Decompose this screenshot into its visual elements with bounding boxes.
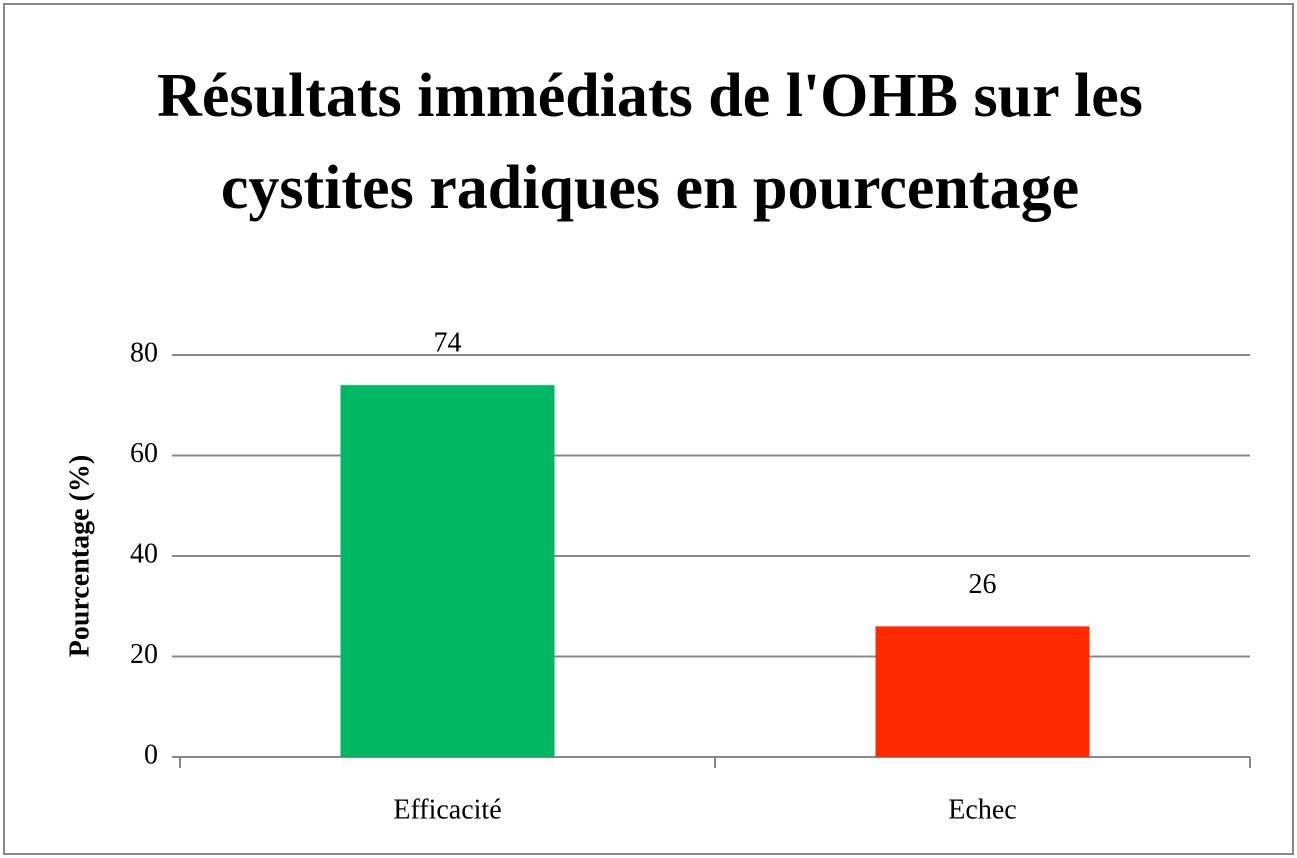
data-label: 74 [434,328,462,359]
x-tick-label: Efficacité [393,794,501,825]
bar [340,385,555,757]
data-label: 26 [969,569,997,600]
bar [875,626,1090,757]
y-tick-label: 20 [130,639,158,670]
x-tick-label: Echec [948,794,1016,825]
y-tick-label: 80 [130,337,158,368]
y-axis-label: Pourcentage (%) [64,455,95,657]
y-tick-label: 60 [130,438,158,469]
y-tick-label: 0 [144,739,158,770]
y-tick-label: 40 [130,538,158,569]
chart-title: Résultats immédiats de l'OHB sur les cys… [157,62,1143,222]
chart-border [3,3,1294,855]
